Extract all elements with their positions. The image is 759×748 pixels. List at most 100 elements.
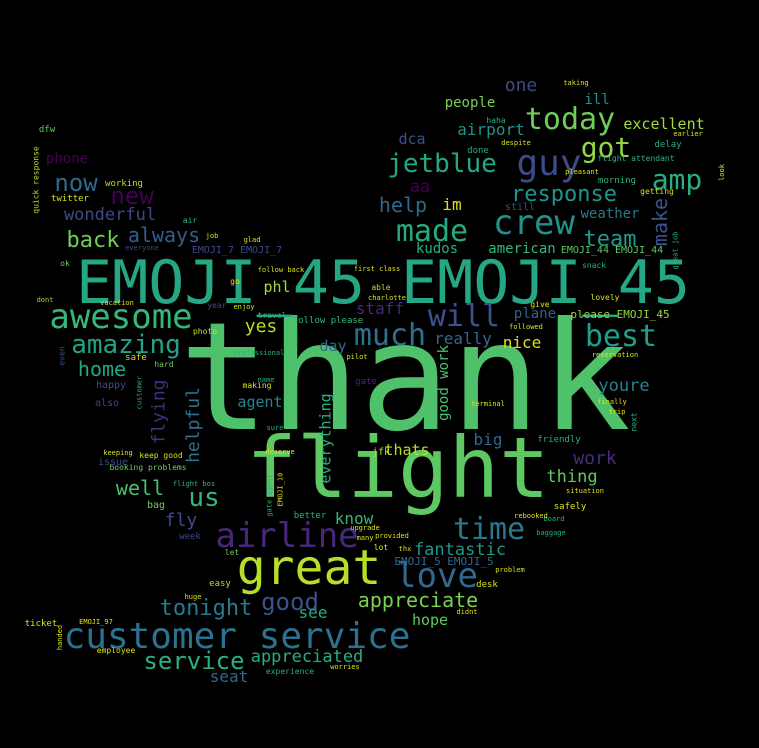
word-cloud-word: working bbox=[105, 178, 143, 189]
word-cloud-word: excellent bbox=[623, 114, 705, 133]
word-cloud-word: snack bbox=[581, 261, 607, 270]
word-cloud-word: amazing bbox=[71, 330, 181, 360]
word-cloud-word: seat bbox=[209, 667, 249, 686]
word-cloud-word: appreciated bbox=[250, 646, 364, 667]
word-cloud-word: done bbox=[467, 145, 489, 156]
word-cloud-word: thats bbox=[384, 440, 430, 459]
word-cloud-word: crew bbox=[493, 203, 575, 243]
word-cloud-word: great bbox=[236, 540, 382, 596]
word-cloud-word: despite bbox=[501, 138, 531, 147]
word-cloud-word: best bbox=[584, 319, 658, 354]
word-cloud-word: handed bbox=[56, 624, 65, 650]
word-cloud-word: morning bbox=[598, 175, 636, 186]
word-cloud-word: able bbox=[371, 283, 391, 292]
word-cloud-word: follow please bbox=[292, 315, 364, 326]
word-cloud-word: go bbox=[230, 277, 240, 286]
word-cloud-word: aa bbox=[409, 176, 431, 197]
word-cloud-word: baggage bbox=[536, 528, 566, 537]
word-cloud-word: flight attendant bbox=[597, 154, 675, 163]
word-cloud-word: please EMOJI_45 bbox=[570, 307, 670, 321]
word-cloud-word: didnt bbox=[456, 607, 478, 616]
word-cloud-word: worries bbox=[330, 662, 360, 671]
word-cloud-word: dfw bbox=[38, 124, 56, 135]
word-cloud-word: weather bbox=[580, 206, 640, 222]
word-cloud-word: agent bbox=[237, 392, 283, 411]
word-cloud-word: finally bbox=[597, 397, 627, 406]
word-cloud-word: made bbox=[395, 214, 469, 249]
word-cloud-word: follow back bbox=[257, 265, 305, 274]
word-cloud-word: see bbox=[298, 603, 328, 622]
word-cloud-word: fly bbox=[164, 510, 198, 531]
word-cloud-word: EMOJI_45 EMOJI_45 bbox=[75, 248, 691, 318]
word-cloud-word: EMOJI_10 bbox=[276, 472, 285, 506]
word-cloud-word: getting bbox=[640, 187, 674, 196]
word-cloud-word: team bbox=[583, 227, 637, 252]
word-cloud-word: dca bbox=[398, 129, 426, 148]
word-cloud-word: year bbox=[207, 301, 227, 310]
word-cloud-word: delay bbox=[654, 139, 682, 150]
word-cloud-word: booking problems bbox=[109, 463, 187, 472]
word-cloud-word: hope bbox=[411, 610, 449, 629]
word-cloud-word: now bbox=[54, 169, 98, 197]
word-cloud-word: sure bbox=[266, 423, 284, 432]
word-cloud-word: make bbox=[647, 197, 672, 247]
word-cloud-word: yes bbox=[244, 316, 278, 337]
word-cloud-word: amp bbox=[651, 163, 703, 196]
word-cloud-word: bag bbox=[146, 500, 166, 511]
word-cloud-word: safely bbox=[553, 501, 587, 512]
word-cloud-word: plane bbox=[513, 306, 557, 322]
word-cloud-word: employee bbox=[96, 646, 136, 655]
word-cloud-word: terminal bbox=[471, 399, 505, 408]
word-cloud-word: glad bbox=[243, 235, 261, 244]
word-cloud-word: upgrade bbox=[350, 523, 380, 532]
word-cloud-word: friendly bbox=[537, 434, 581, 445]
word-cloud-word: fantastic bbox=[413, 539, 507, 560]
word-cloud-word: us bbox=[188, 483, 220, 513]
word-cloud-word: good work bbox=[435, 345, 452, 421]
word-cloud-word: american bbox=[488, 241, 556, 257]
word-cloud-word: people bbox=[444, 95, 496, 111]
word-cloud-word: customer bbox=[135, 375, 144, 409]
word-cloud-word: desk bbox=[476, 579, 498, 590]
word-cloud-word: good bbox=[261, 588, 319, 616]
word-cloud-word: will bbox=[427, 299, 501, 334]
word-cloud-word: home bbox=[77, 357, 127, 381]
word-cloud-word: followed bbox=[509, 322, 543, 331]
word-cloud-word: thank bbox=[179, 291, 631, 465]
word-cloud-word: situation bbox=[566, 486, 604, 495]
word-cloud-word: hard bbox=[154, 360, 174, 369]
word-cloud-word: flying bbox=[149, 379, 170, 445]
word-cloud-word: im bbox=[442, 195, 462, 214]
word-cloud-word: new bbox=[110, 182, 154, 210]
word-cloud-word: love bbox=[396, 556, 478, 596]
word-cloud-word: service bbox=[143, 647, 245, 675]
word-cloud-word: issue bbox=[97, 457, 129, 468]
word-cloud-word: earlier bbox=[673, 129, 703, 138]
word-cloud-word: trip bbox=[608, 407, 626, 416]
word-cloud-word: photo bbox=[192, 327, 218, 336]
word-cloud-word: lovely bbox=[590, 293, 620, 302]
word-cloud-word: rebooked bbox=[514, 511, 548, 520]
word-cloud-word: problem bbox=[495, 565, 525, 574]
word-cloud-word: travel bbox=[257, 311, 287, 320]
word-cloud-word: everyone bbox=[125, 243, 159, 252]
word-cloud-word: awesome bbox=[49, 297, 193, 337]
word-cloud-word: many bbox=[356, 533, 374, 542]
word-cloud-word: keep good bbox=[139, 451, 183, 460]
word-cloud-word: staff bbox=[355, 299, 405, 318]
word-cloud-word: EMOJI_44 EMOJI_44 bbox=[560, 245, 664, 256]
word-cloud-word: work bbox=[573, 448, 617, 469]
word-cloud-word: air bbox=[182, 216, 198, 225]
word-cloud-word: great job bbox=[671, 231, 680, 269]
word-cloud-word: kudos bbox=[415, 241, 459, 257]
word-cloud-word: thing bbox=[546, 466, 598, 487]
word-cloud-word: dont bbox=[36, 295, 54, 304]
word-cloud-word: always bbox=[127, 223, 201, 247]
word-cloud-word: one bbox=[504, 75, 538, 96]
word-cloud-word: tonight bbox=[159, 596, 253, 621]
word-cloud-word: ill bbox=[584, 92, 610, 108]
word-cloud-word: thx bbox=[398, 544, 412, 553]
word-cloud-word: time bbox=[452, 512, 526, 547]
word-cloud-word: EMOJI_7 EMOJI_7 bbox=[191, 245, 283, 256]
word-cloud-word: still bbox=[504, 202, 536, 213]
